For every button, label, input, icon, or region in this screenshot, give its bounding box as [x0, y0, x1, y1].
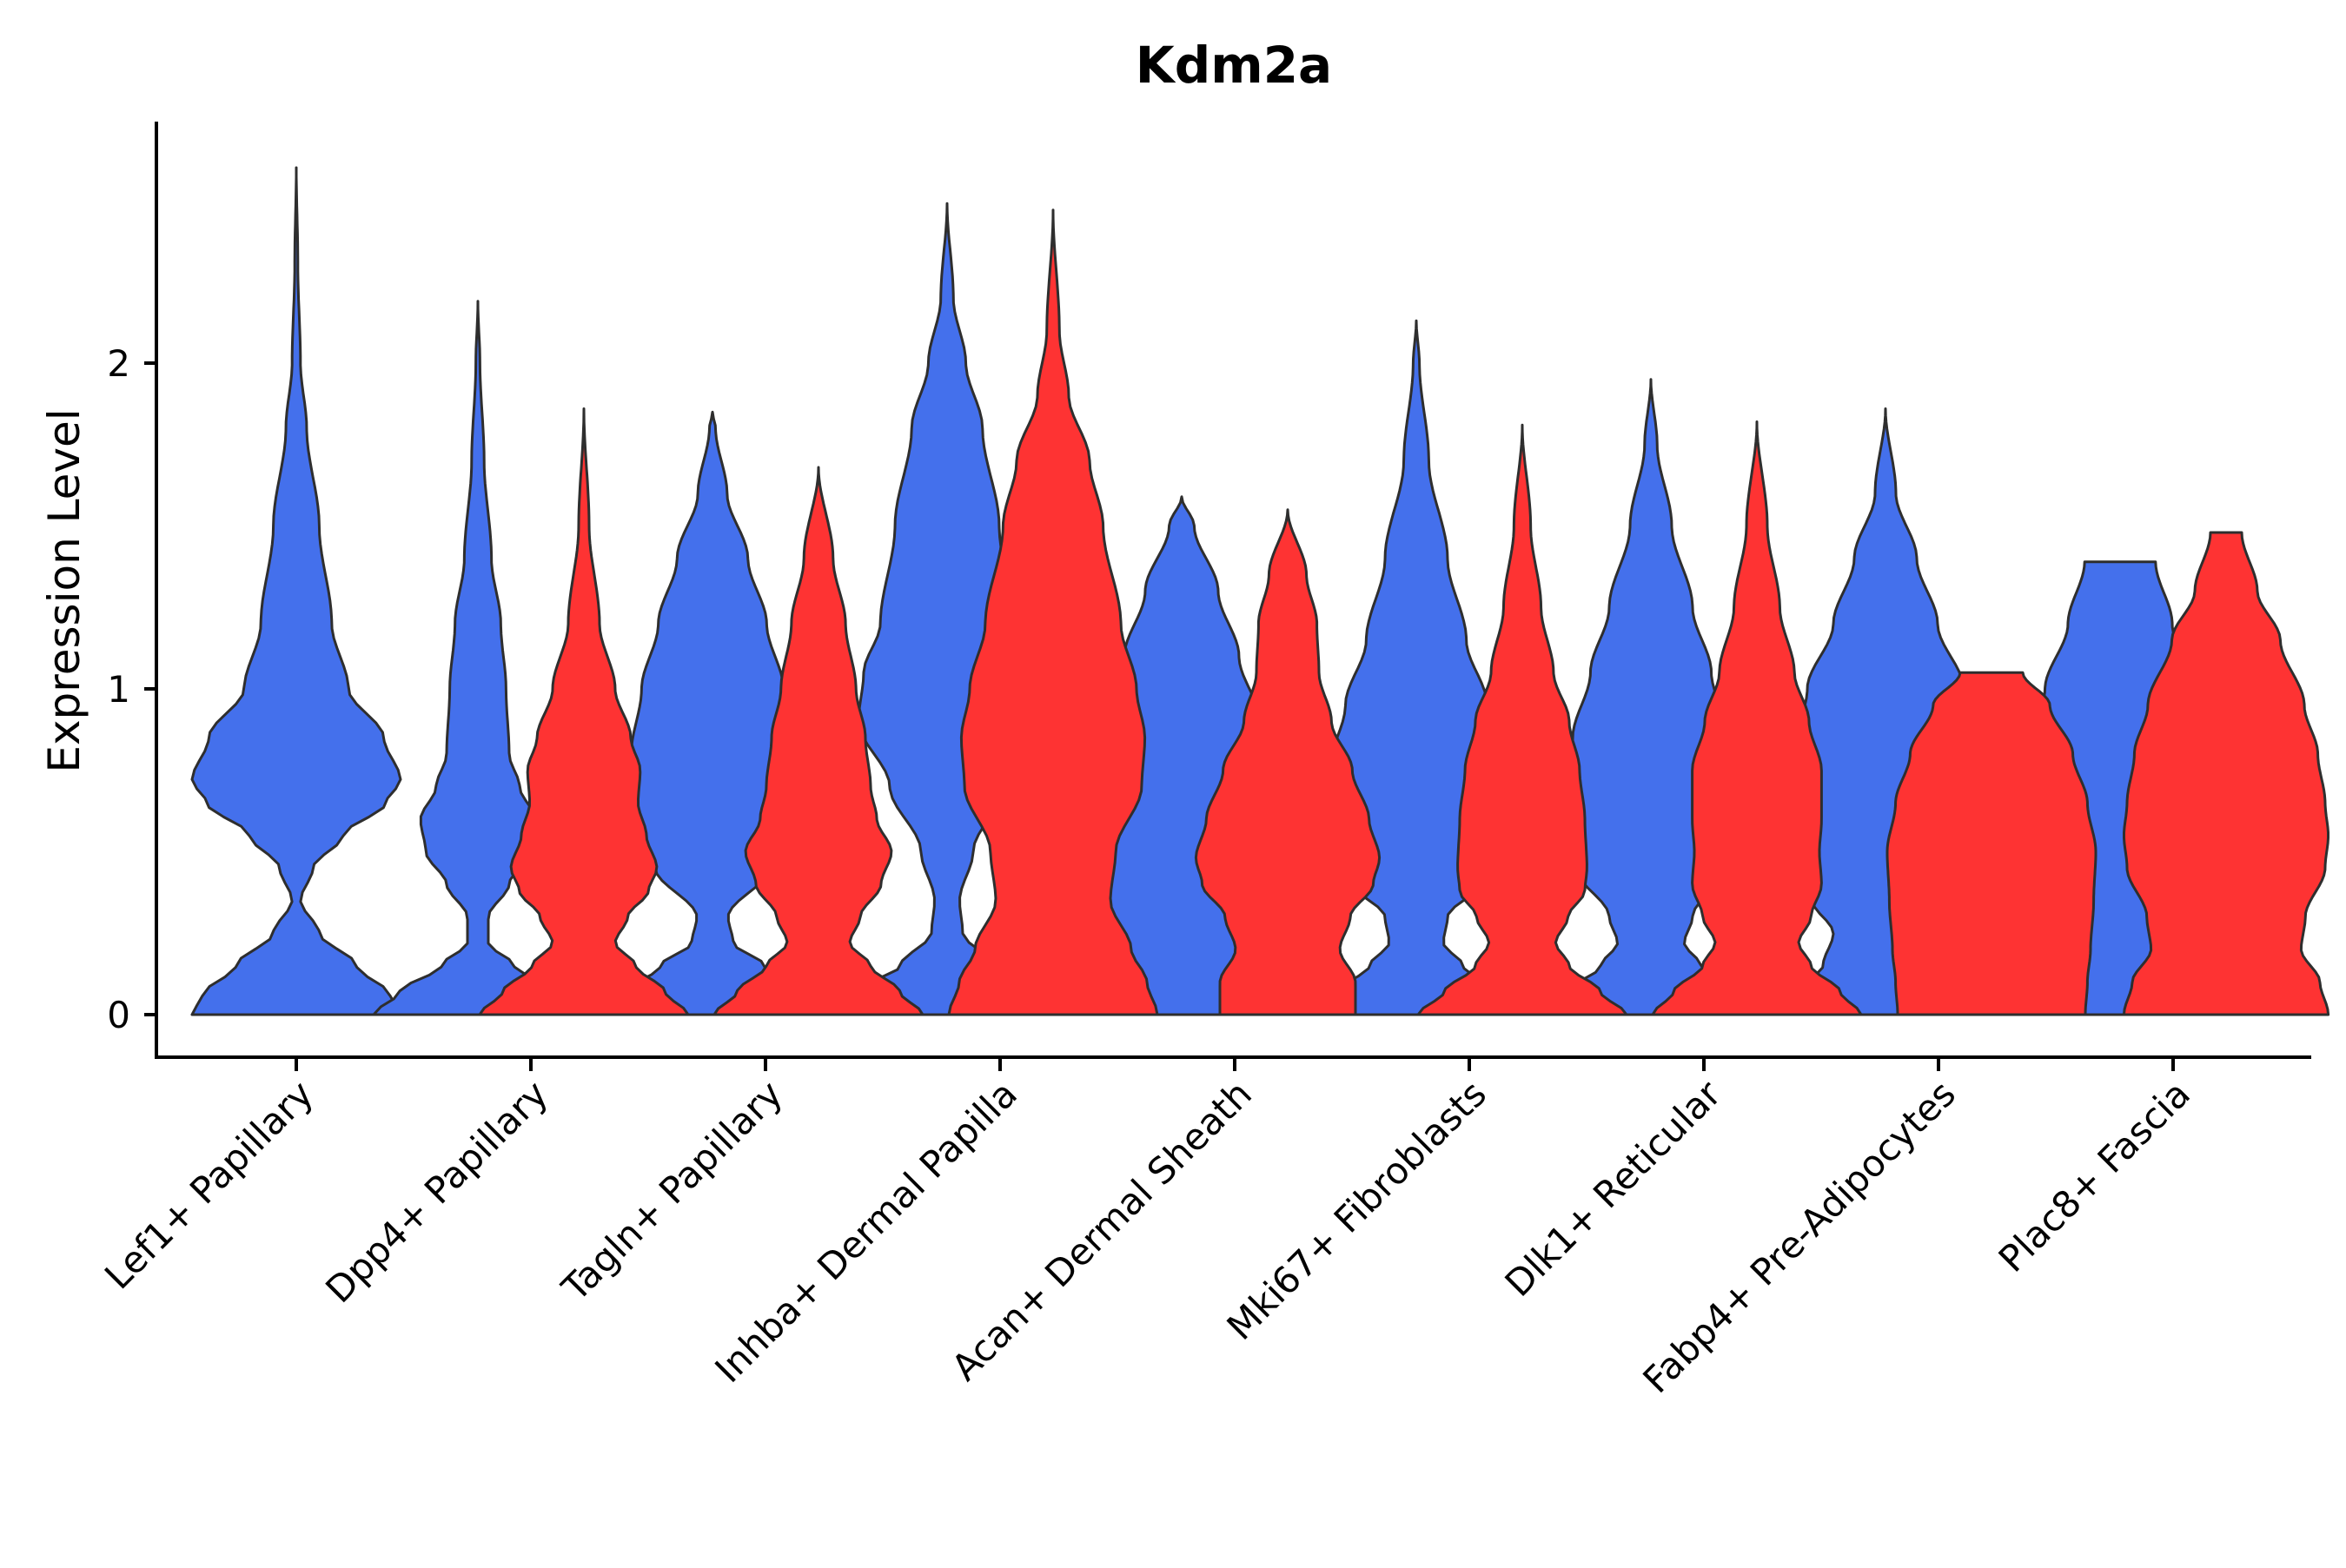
- x-tick-label: Dlk1+ Reticular: [1497, 1072, 1730, 1305]
- x-tick-label: Lef1+ Papillary: [96, 1072, 321, 1297]
- violin-b-dpp4-papillary: [478, 407, 690, 1016]
- y-tick-label: 2: [107, 342, 130, 385]
- y-tick-label: 1: [107, 668, 130, 711]
- y-ticks: 0 1 2: [107, 342, 156, 1036]
- y-axis-label: Expression Level: [39, 408, 89, 772]
- violin-b-fabp4-pre-adipocytes: [1885, 671, 2097, 1016]
- chart-title: Kdm2a: [1136, 36, 1332, 95]
- violin-a-lef1-papillary: [190, 166, 402, 1016]
- x-tick-label: Plac8+ Fascia: [1991, 1072, 2198, 1280]
- violin-b-mki67-fibroblasts: [1416, 423, 1628, 1016]
- x-tick-label: Mki67+ Fibroblasts: [1219, 1072, 1494, 1347]
- x-tick-label: Tagln+ Papillary: [553, 1072, 791, 1309]
- violin-layer: [190, 166, 2330, 1016]
- y-tick-label: 0: [107, 994, 130, 1036]
- violin-b-dlk1-reticular: [1651, 420, 1863, 1016]
- violin-b-plac8-fascia: [2122, 531, 2330, 1016]
- x-tick-label: Dpp4+ Papillary: [317, 1072, 556, 1311]
- violin-b-inhba-dermal-papilla: [947, 208, 1159, 1016]
- violin-b-acan-dermal-sheath: [1194, 508, 1382, 1016]
- violin-b-tagln-papillary: [712, 466, 924, 1016]
